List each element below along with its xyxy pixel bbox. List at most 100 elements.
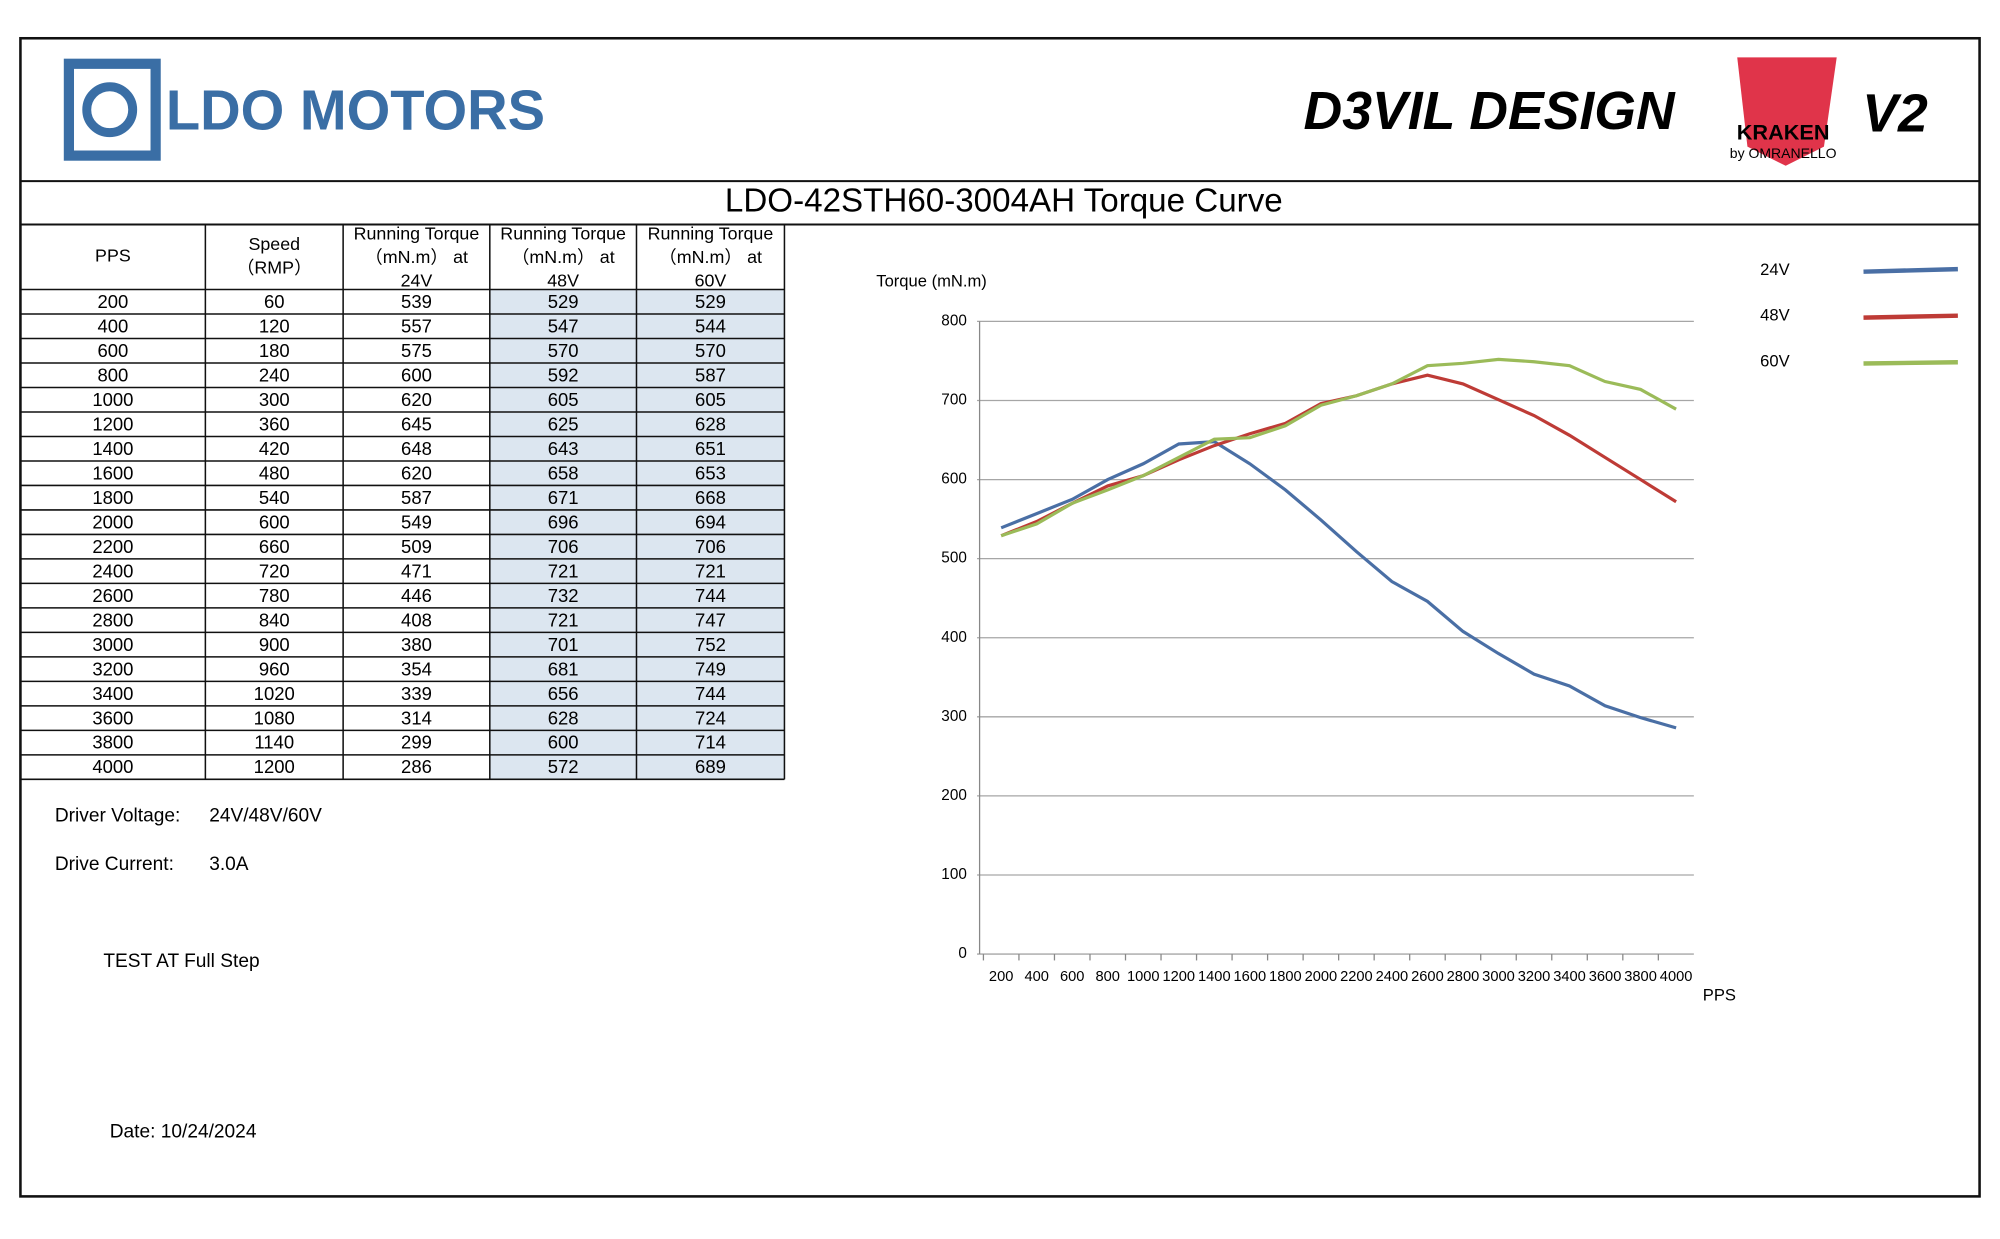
table-cell: 540	[259, 487, 290, 508]
table-cell: 752	[695, 634, 726, 655]
legend-swatch	[1863, 266, 1958, 274]
y-axis-label: Torque (mN.m)	[876, 271, 987, 290]
table-cell: 780	[259, 585, 290, 606]
table-cell: 671	[548, 487, 579, 508]
column-header: Speed	[248, 234, 300, 254]
table-cell: 1600	[92, 462, 133, 483]
table-cell: 544	[695, 315, 726, 336]
column-header: 24V	[401, 271, 433, 291]
table-cell: 720	[259, 560, 290, 581]
table-cell: 120	[259, 315, 290, 336]
table-cell: 628	[548, 707, 579, 728]
note-label: Driver Voltage:	[55, 805, 180, 826]
table-cell: 446	[401, 585, 432, 606]
y-tick-label: 500	[941, 550, 967, 567]
table-cell: 2800	[92, 609, 133, 630]
table-cell: 180	[259, 340, 290, 361]
table-cell: 651	[695, 438, 726, 459]
table-cell: 200	[97, 291, 128, 312]
column-header: Running Torque	[500, 223, 626, 243]
table-cell: 1200	[254, 756, 295, 777]
table-cell: 1020	[254, 683, 295, 704]
x-tick-label: 2600	[1411, 969, 1444, 985]
table-cell: 1140	[254, 732, 294, 753]
x-tick-label: 800	[1096, 969, 1120, 985]
table-cell: 3600	[92, 707, 133, 728]
table-cell: 3200	[92, 658, 133, 679]
table-cell: 299	[401, 732, 432, 753]
table-cell: 600	[401, 364, 432, 385]
x-tick-label: 2800	[1447, 969, 1480, 985]
x-tick-label: 2200	[1340, 969, 1373, 985]
note-label: Drive Current:	[55, 854, 174, 875]
table-cell: 1000	[92, 389, 133, 410]
table-cell: 587	[695, 364, 726, 385]
table-cell: 2600	[92, 585, 133, 606]
x-tick-label: 3000	[1482, 969, 1515, 985]
x-tick-label: 3600	[1589, 969, 1622, 985]
note: TEST AT Full Step	[103, 951, 259, 972]
table-cell: 721	[695, 560, 726, 581]
table-cell: 557	[401, 315, 432, 336]
table-cell: 339	[401, 683, 432, 704]
legend-label: 48V	[1760, 306, 1789, 325]
table-cell: 724	[695, 707, 726, 728]
column-header: Running Torque	[648, 223, 774, 243]
table-cell: 714	[695, 732, 726, 753]
page-title: LDO-42STH60-3004AH Torque Curve	[725, 183, 1283, 220]
table-cell: 471	[401, 560, 432, 581]
table-cell: 300	[259, 389, 290, 410]
legend-swatch	[1863, 313, 1958, 320]
note-value: 24V/48V/60V	[209, 805, 322, 826]
column-header: PPS	[95, 246, 131, 266]
x-tick-label: 600	[1060, 969, 1084, 985]
x-tick-label: 1600	[1234, 969, 1267, 985]
table-cell: 628	[695, 413, 726, 434]
table-cell: 747	[695, 609, 726, 630]
table-cell: 549	[401, 511, 432, 532]
column-header: 60V	[695, 271, 727, 291]
note-value: 3.0A	[209, 854, 249, 875]
x-tick-label: 3200	[1518, 969, 1551, 985]
column-header: 48V	[547, 271, 579, 291]
table-cell: 840	[259, 609, 290, 630]
table-cell: 547	[548, 315, 579, 336]
table-cell: 509	[401, 536, 432, 557]
x-tick-label: 400	[1024, 969, 1048, 985]
table-cell: 648	[401, 438, 432, 459]
table-cell: 689	[695, 756, 726, 777]
table-cell: 2400	[92, 560, 133, 581]
y-tick-label: 300	[941, 708, 967, 725]
table-cell: 360	[259, 413, 290, 434]
x-tick-label: 1400	[1198, 969, 1231, 985]
table-cell: 480	[259, 462, 290, 483]
x-tick-label: 1800	[1269, 969, 1302, 985]
y-tick-label: 200	[941, 787, 967, 804]
table-cell: 600	[548, 732, 579, 753]
y-tick-label: 600	[941, 471, 967, 488]
table-cell: 620	[401, 389, 432, 410]
table-cell: 668	[695, 487, 726, 508]
table-cell: 645	[401, 413, 432, 434]
version: V2	[1862, 85, 1928, 144]
x-tick-label: 1200	[1162, 969, 1195, 985]
table-cell: 605	[548, 389, 579, 410]
table-cell: 314	[401, 707, 432, 728]
column-header: （mN.m） at	[365, 247, 468, 267]
table-cell: 408	[401, 609, 432, 630]
y-tick-label: 0	[958, 945, 967, 962]
y-tick-label: 800	[941, 312, 967, 329]
table-cell: 240	[259, 364, 290, 385]
table-cell: 800	[97, 364, 128, 385]
table-cell: 354	[401, 658, 432, 679]
column-header: （mN.m） at	[512, 247, 615, 267]
table-cell: 660	[259, 536, 290, 557]
table-cell: 286	[401, 756, 432, 777]
table-cell: 625	[548, 413, 579, 434]
kraken: KRAKEN	[1737, 120, 1830, 145]
table-cell: 900	[259, 634, 290, 655]
table-cell: 600	[259, 511, 290, 532]
table-cell: 1800	[92, 487, 133, 508]
x-tick-label: 200	[989, 969, 1013, 985]
